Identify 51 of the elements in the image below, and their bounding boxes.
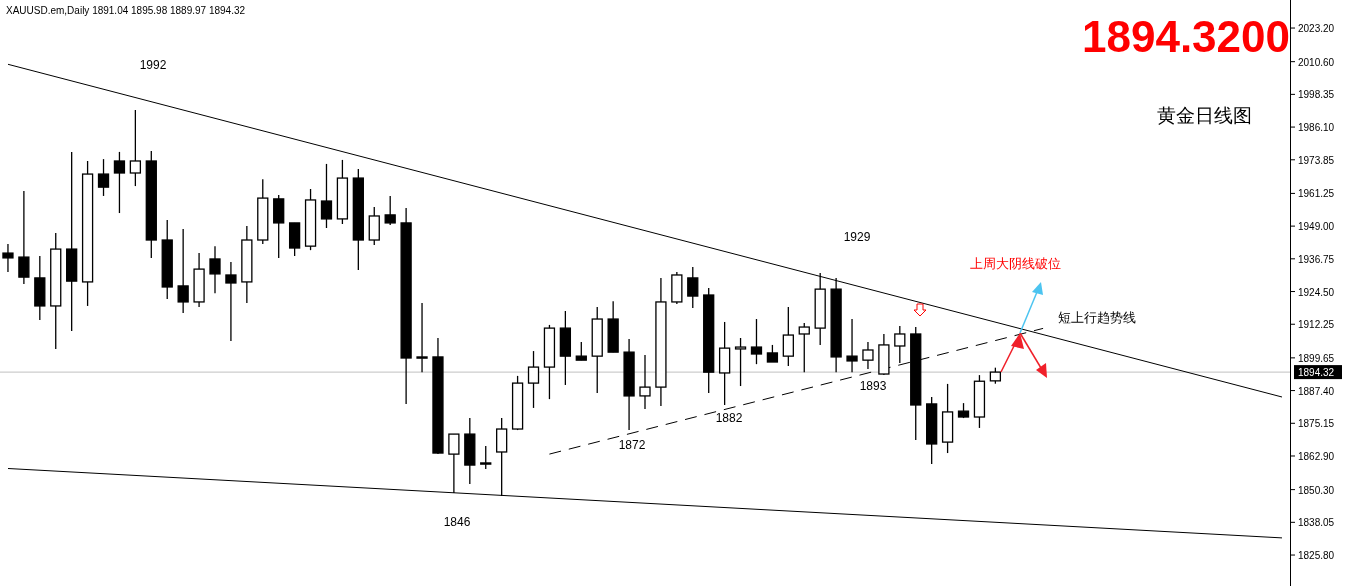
candlestick bbox=[320, 163, 333, 229]
candlestick bbox=[2, 243, 14, 273]
text: 黄金日线图 bbox=[1156, 105, 1252, 126]
candlestick bbox=[129, 109, 142, 187]
candlestick bbox=[97, 158, 110, 197]
candlestick bbox=[798, 322, 810, 373]
annotation: 1929 bbox=[843, 230, 871, 244]
annotation: 1894.3200 bbox=[1082, 12, 1290, 61]
candlestick bbox=[639, 354, 651, 410]
candlestick bbox=[734, 337, 747, 387]
candlestick bbox=[750, 318, 763, 365]
annotation: XAUUSD.em,Daily 1891.04 1895.98 1889.97 1894.32 bbox=[6, 5, 246, 16]
candlestick bbox=[177, 228, 189, 314]
y-tick-label: 1986.10 bbox=[1298, 122, 1335, 134]
candlestick bbox=[416, 302, 428, 373]
candlestick bbox=[384, 195, 396, 226]
y-tick-label: 1875.15 bbox=[1298, 418, 1335, 430]
y-tick-label: 1924.50 bbox=[1298, 286, 1335, 298]
annotation: 上周大阴线破位 bbox=[969, 256, 1061, 271]
y-tick-label: 1899.65 bbox=[1298, 352, 1335, 364]
candlestick bbox=[113, 151, 126, 214]
y-tick-label: 1949.00 bbox=[1298, 221, 1335, 233]
annotation: 1882 bbox=[715, 411, 743, 425]
candlestick bbox=[862, 341, 874, 370]
candlestick bbox=[527, 350, 540, 409]
candlestick bbox=[782, 306, 794, 367]
y-tick-label: 1850.30 bbox=[1298, 484, 1335, 496]
candlestick bbox=[225, 261, 237, 342]
ref-line-label: 1894.32 bbox=[1298, 367, 1335, 379]
annotation: 1992 bbox=[139, 58, 167, 72]
y-tick-label: 2023.20 bbox=[1298, 23, 1335, 35]
y-tick-label: 1838.05 bbox=[1298, 517, 1335, 529]
annotation: 短上行趋势线 bbox=[1058, 310, 1136, 325]
candlestick bbox=[480, 445, 492, 470]
y-tick-label: 1961.25 bbox=[1298, 188, 1335, 200]
y-tick-label: 1998.35 bbox=[1298, 89, 1335, 101]
candlestick bbox=[18, 190, 30, 285]
annotation: 1893 bbox=[859, 379, 887, 393]
y-tick-label: 1973.85 bbox=[1298, 154, 1335, 166]
y-tick-label: 1912.25 bbox=[1298, 319, 1335, 331]
y-tick-label: 1862.90 bbox=[1298, 450, 1335, 462]
y-tick-label: 1825.80 bbox=[1298, 550, 1335, 562]
y-tick-label: 1936.75 bbox=[1298, 253, 1335, 265]
y-tick-label: 2010.60 bbox=[1298, 56, 1335, 68]
candlestick bbox=[209, 245, 221, 294]
candlestick bbox=[575, 341, 587, 361]
candlestick bbox=[687, 266, 699, 309]
candlestick bbox=[846, 318, 858, 373]
y-tick-label: 1887.40 bbox=[1298, 385, 1335, 397]
annotation: 1872 bbox=[618, 438, 646, 452]
annotation: 1846 bbox=[443, 515, 471, 529]
